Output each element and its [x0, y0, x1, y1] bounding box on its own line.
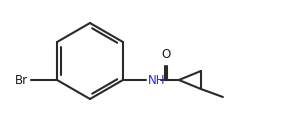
Text: Br: Br [15, 73, 28, 86]
Text: NH: NH [148, 73, 165, 86]
Text: O: O [161, 48, 170, 61]
